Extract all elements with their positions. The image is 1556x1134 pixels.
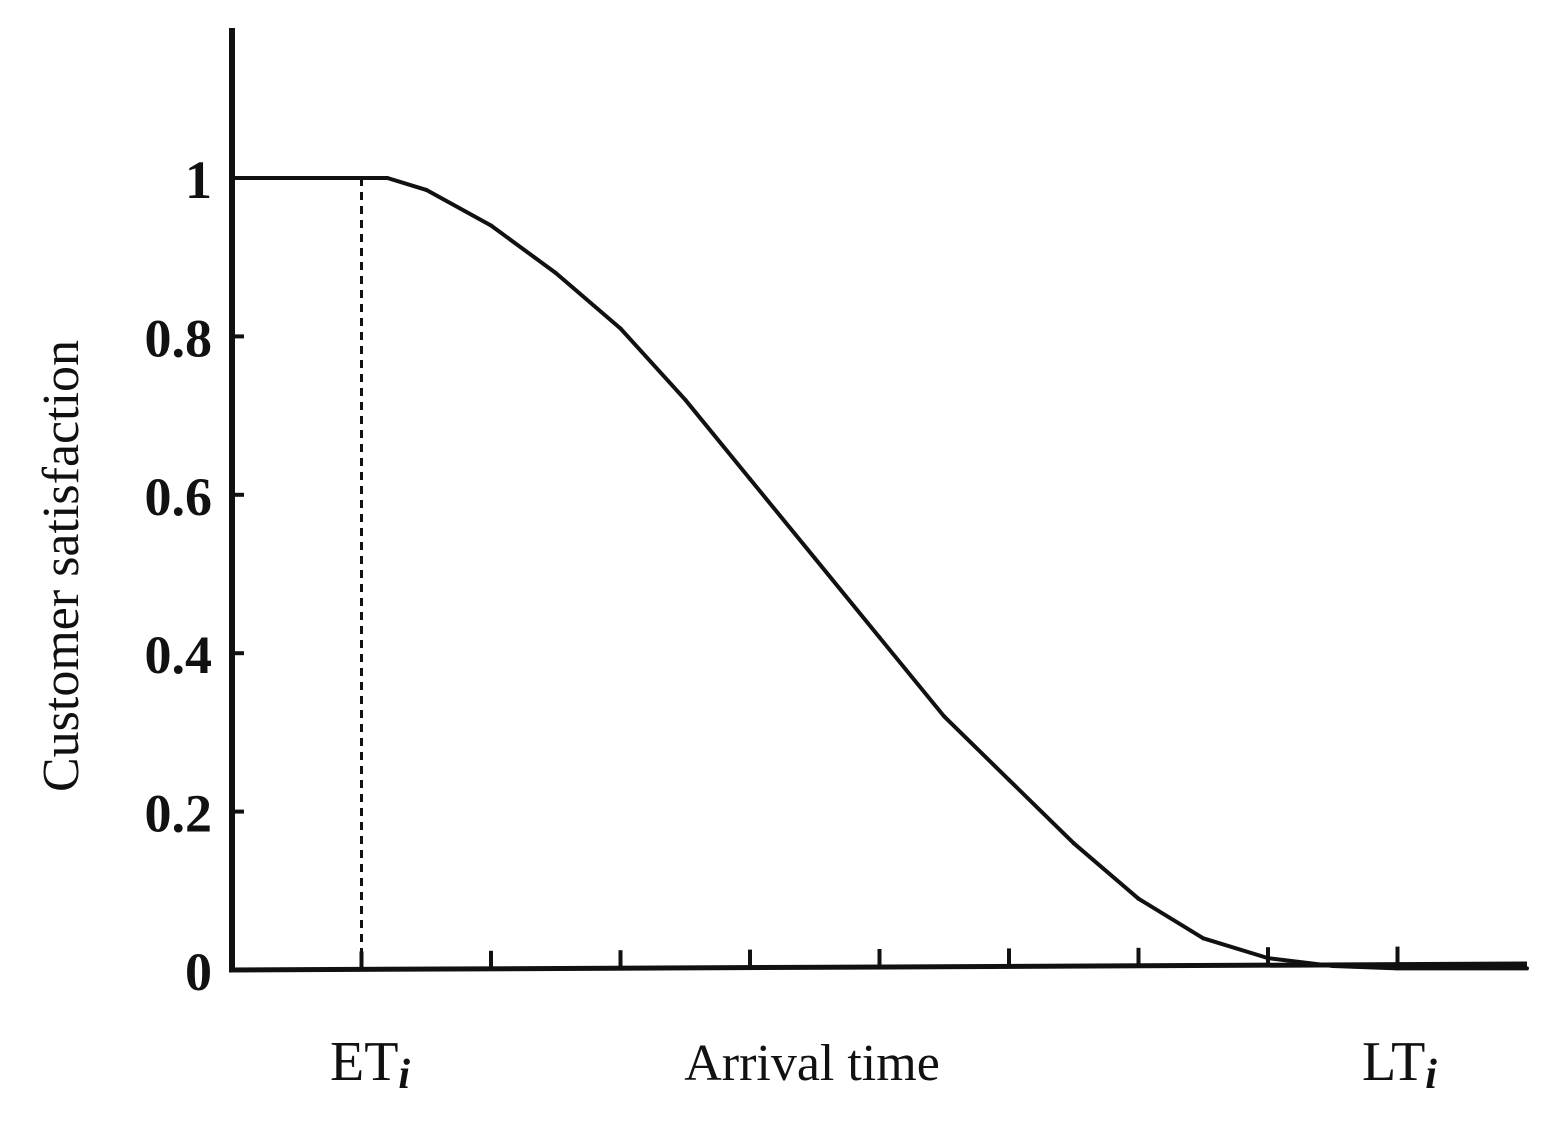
data-point [1071,841,1076,846]
data-point [812,556,817,561]
data-point [1525,966,1529,971]
plot-area: 0 0.2 0.4 0.6 0.8 1 [145,28,1529,1002]
series-line [232,176,1527,971]
data-point [1330,964,1335,969]
data-point [1136,896,1141,901]
data-point [1395,966,1400,971]
data-point [618,326,623,331]
y-tick-label: 0.6 [145,467,213,527]
marker-label-et-subscript: i [398,1052,410,1098]
x-axis-title: Arrival time [684,1035,940,1092]
data-point [1007,777,1011,782]
data-point [385,176,390,180]
data-point [489,223,493,228]
y-tick-label: 0.2 [145,784,213,844]
data-point [359,176,364,180]
data-point [424,187,429,192]
marker-label-lt-subscript: i [1425,1052,1437,1098]
y-tick-label: 1 [185,150,212,210]
data-point [230,176,234,180]
data-point [1201,936,1206,941]
data-point [942,714,947,719]
marker-label-et: ETi [330,1031,410,1098]
data-point [877,635,882,640]
marker-label-et-main: ET [330,1031,398,1093]
y-tick-label: 0.8 [145,308,213,368]
marker-label-lt: LTi [1362,1031,1437,1098]
data-point [748,476,752,481]
data-point [553,271,558,276]
data-point [683,397,688,402]
y-tick-label: 0.4 [145,625,213,685]
marker-label-lt-main: LT [1362,1031,1425,1093]
data-point [1266,956,1270,961]
y-axis-title: Customer satisfaction [33,340,90,792]
y-tick-label: 0 [185,942,212,1002]
